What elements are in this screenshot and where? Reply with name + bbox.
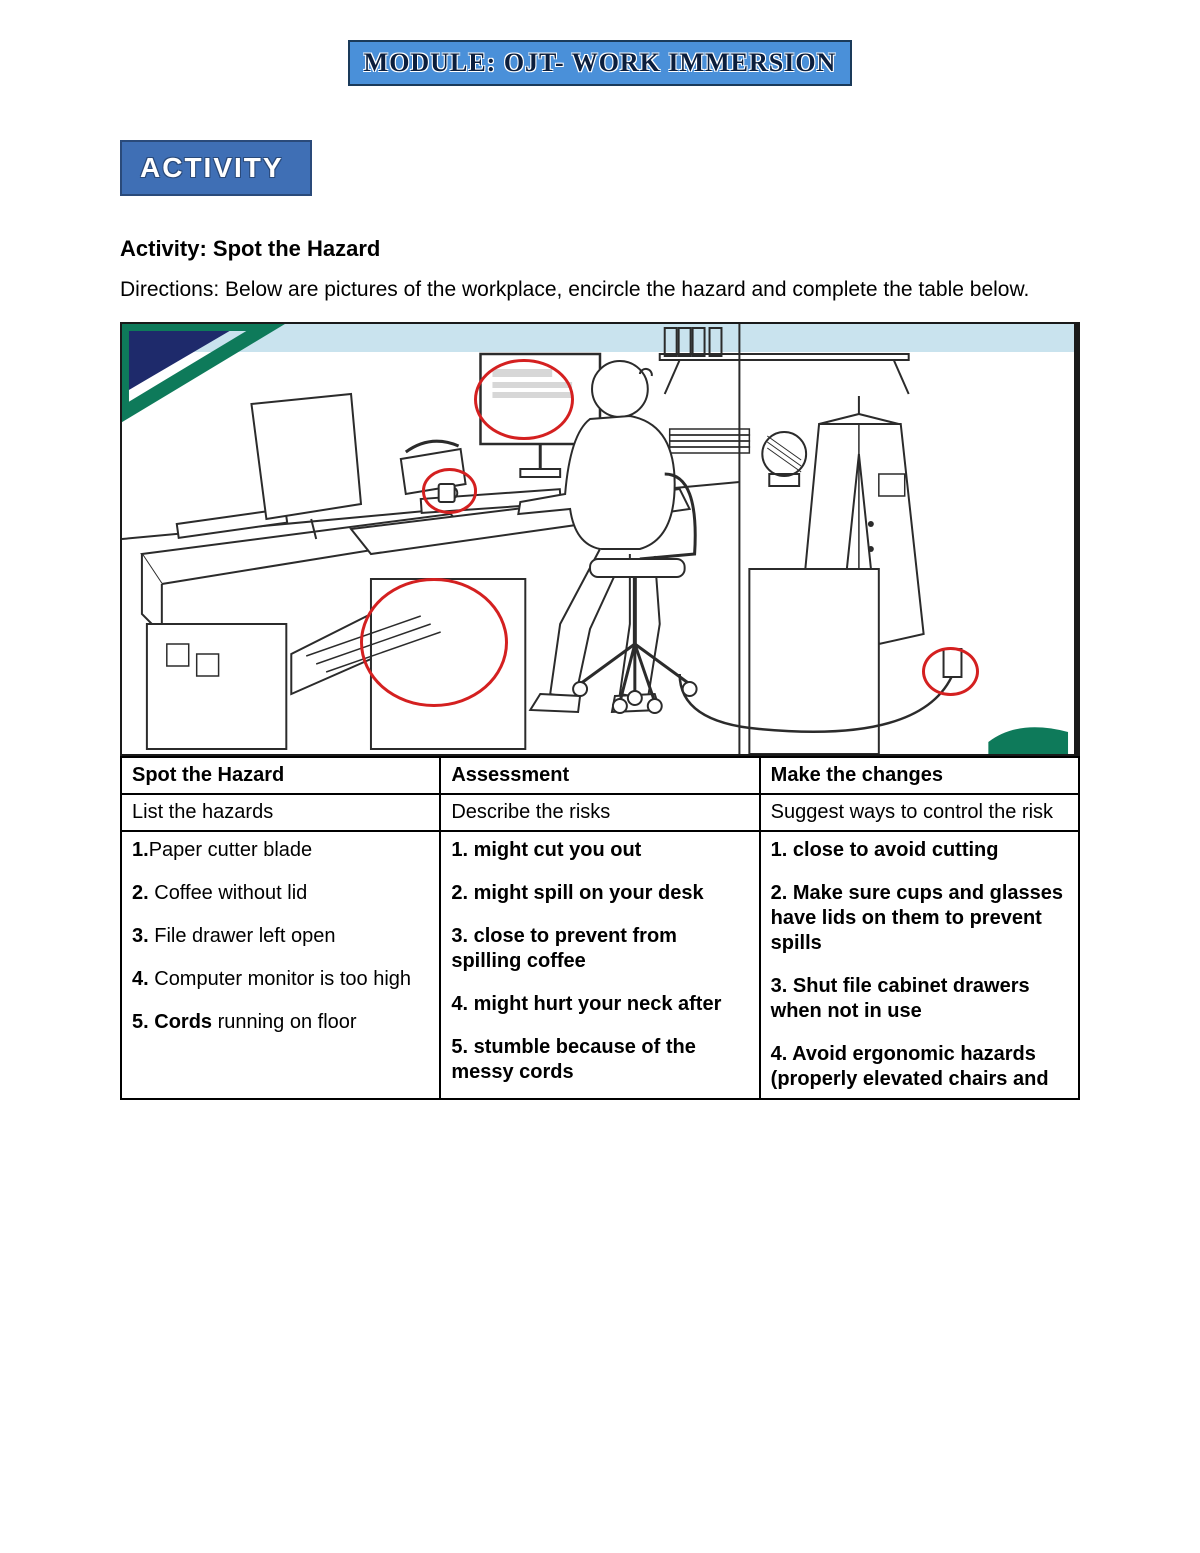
table-body-row: 1.Paper cutter blade 2. Coffee without li… (121, 831, 1079, 1099)
list-item: 4. Avoid ergonomic hazards (properly ele… (771, 1042, 1068, 1092)
table-subheader-row: List the hazards Describe the risks Sugg… (121, 794, 1079, 831)
activity-title: Activity: Spot the Hazard (120, 236, 1080, 262)
cell-changes: 1. close to avoid cutting 2. Make sure cu… (760, 831, 1079, 1099)
activity-badge: ACTIVITY (120, 140, 312, 196)
module-banner-text: MODULE: OJT- WORK IMMERSION (364, 48, 837, 77)
th-change: Make the changes (760, 757, 1079, 794)
th-spot: Spot the Hazard (121, 757, 440, 794)
list-item: 1. close to avoid cutting (771, 838, 1068, 863)
cell-hazards: 1.Paper cutter blade 2. Coffee without li… (121, 831, 440, 1099)
module-banner: MODULE: OJT- WORK IMMERSION (348, 40, 853, 86)
th-assess: Assessment (440, 757, 759, 794)
list-item: 2. Make sure cups and glasses have lids … (771, 881, 1068, 956)
list-item: 3. Shut file cabinet drawers when not in… (771, 974, 1068, 1024)
list-item: 3. File drawer left open (132, 924, 429, 949)
workplace-illustration (120, 322, 1080, 756)
list-item: 2. Coffee without lid (132, 881, 429, 906)
list-item: 4. Computer monitor is too high (132, 967, 429, 992)
list-item: 2. might spill on your desk (451, 881, 748, 906)
list-item: 5. stumble because of the messy cords (451, 1035, 748, 1085)
sub-spot: List the hazards (121, 794, 440, 831)
activity-badge-text: ACTIVITY (140, 152, 284, 183)
sub-assess: Describe the risks (440, 794, 759, 831)
list-item: 4. might hurt your neck after (451, 992, 748, 1017)
list-item: 1. might cut you out (451, 838, 748, 863)
list-item: 3. close to prevent from spilling coffee (451, 924, 748, 974)
table-header-row: Spot the Hazard Assessment Make the chan… (121, 757, 1079, 794)
sub-change: Suggest ways to control the risk (760, 794, 1079, 831)
page: MODULE: OJT- WORK IMMERSION ACTIVITY Act… (0, 0, 1200, 1160)
cell-assessment: 1. might cut you out 2. might spill on yo… (440, 831, 759, 1099)
hazard-table: Spot the Hazard Assessment Make the chan… (120, 756, 1080, 1100)
list-item: 1.Paper cutter blade (132, 838, 429, 863)
directions: Directions: Below are pictures of the wo… (120, 276, 1080, 304)
list-item: 5. Cords running on floor (132, 1010, 429, 1035)
office-scene-svg (122, 324, 1074, 754)
